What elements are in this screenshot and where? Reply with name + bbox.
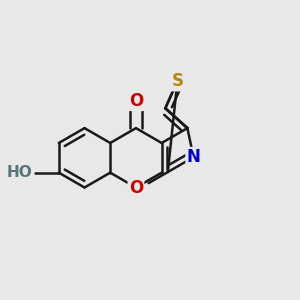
Text: N: N: [187, 148, 200, 166]
Text: O: O: [129, 92, 143, 110]
Text: S: S: [171, 72, 183, 90]
Text: HO: HO: [6, 165, 32, 180]
Text: O: O: [129, 178, 143, 196]
